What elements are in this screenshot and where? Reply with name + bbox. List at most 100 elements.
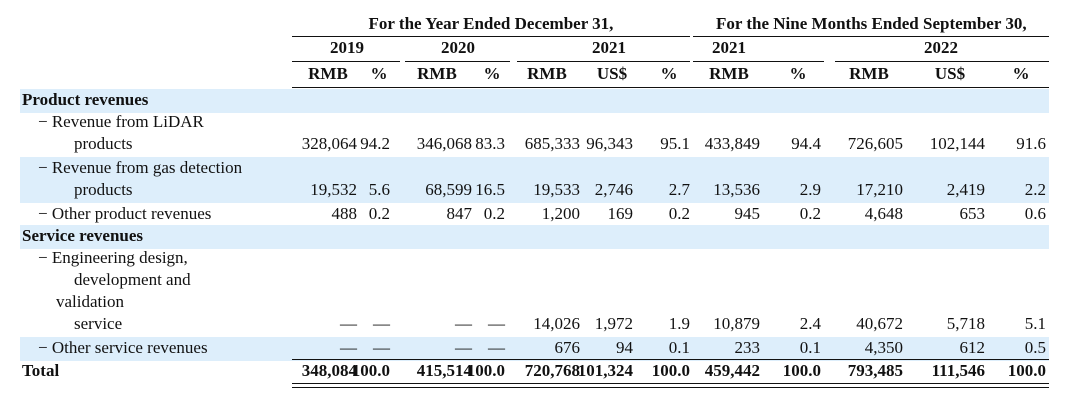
value-cell: 612 — [959, 338, 986, 357]
header-unit: % — [370, 64, 388, 83]
value-cell: 1,200 — [541, 204, 580, 223]
year-rule-2022 — [835, 61, 1049, 62]
total-double-rule — [292, 383, 1049, 388]
value-cell: 233 — [734, 338, 761, 357]
value-cell: 100.0 — [782, 361, 821, 380]
header-year: 2020 — [441, 38, 475, 57]
value-cell: 13,536 — [713, 180, 760, 199]
row-label: products — [74, 180, 133, 199]
header-year: 2021 — [592, 38, 626, 57]
value-cell: 720,768 — [524, 361, 580, 380]
section-heading: Service revenues — [22, 226, 144, 245]
value-cell: — — [455, 338, 472, 357]
row-band — [20, 225, 1049, 249]
value-cell: 0.2 — [668, 204, 690, 223]
value-cell: 100.0 — [466, 361, 505, 380]
value-cell: 14,026 — [533, 314, 580, 333]
value-cell: 169 — [607, 204, 634, 223]
value-cell: 726,605 — [847, 134, 903, 153]
value-cell: 653 — [959, 204, 986, 223]
value-cell: 5.6 — [368, 180, 390, 199]
value-cell: 4,350 — [864, 338, 903, 357]
value-cell: 2,419 — [946, 180, 985, 199]
year-rule-2021 — [517, 61, 690, 62]
value-cell: 91.6 — [1016, 134, 1046, 153]
row-label: development and — [74, 270, 191, 289]
value-cell: 676 — [554, 338, 581, 357]
unit-rule — [292, 87, 1049, 88]
value-cell: 111,546 — [931, 361, 985, 380]
header-year: 2019 — [330, 38, 364, 57]
header-unit: % — [483, 64, 501, 83]
header-rule-nine-months — [693, 36, 1049, 37]
total-top-rule — [292, 359, 1049, 360]
value-cell: 2.7 — [668, 180, 690, 199]
row-label: products — [74, 134, 133, 153]
value-cell: 95.1 — [660, 134, 690, 153]
header-unit: RMB — [527, 64, 567, 83]
value-cell: 0.1 — [799, 338, 821, 357]
row-label: − Revenue from LiDAR — [38, 112, 204, 131]
year-rule-2019 — [292, 61, 400, 62]
header-year: 2022 — [924, 38, 958, 57]
row-label: − Engineering design, — [38, 248, 188, 267]
value-cell: 459,442 — [704, 361, 760, 380]
value-cell: 94.4 — [791, 134, 821, 153]
value-cell: 94 — [616, 338, 633, 357]
header-unit: US$ — [596, 64, 628, 83]
value-cell: 94.2 — [360, 134, 390, 153]
value-cell: 0.6 — [1024, 204, 1046, 223]
value-cell: 19,533 — [533, 180, 580, 199]
header-unit: % — [660, 64, 678, 83]
value-cell: 100.0 — [1007, 361, 1046, 380]
value-cell: 4,648 — [864, 204, 903, 223]
value-cell: 17,210 — [856, 180, 903, 199]
row-label: − Other service revenues — [38, 338, 208, 357]
value-cell: — — [340, 314, 357, 333]
value-cell: 1,972 — [594, 314, 633, 333]
value-cell: 1.9 — [668, 314, 690, 333]
header-unit: RMB — [308, 64, 348, 83]
value-cell: 0.2 — [368, 204, 390, 223]
row-label: validation — [56, 292, 124, 311]
header-year-ended: For the Year Ended December 31, — [368, 14, 614, 33]
value-cell: — — [373, 314, 390, 333]
value-cell: 68,599 — [425, 180, 472, 199]
value-cell: 328,064 — [301, 134, 357, 153]
header-unit: % — [1012, 64, 1030, 83]
value-cell: 100.0 — [651, 361, 690, 380]
header-unit: RMB — [849, 64, 889, 83]
value-cell: 10,879 — [713, 314, 760, 333]
row-label: − Other product revenues — [38, 204, 212, 223]
value-cell: 40,672 — [856, 314, 903, 333]
value-cell: — — [373, 338, 390, 357]
value-cell: 488 — [331, 204, 358, 223]
value-cell: — — [488, 338, 505, 357]
section-heading: Product revenues — [22, 90, 149, 109]
value-cell: — — [455, 314, 472, 333]
row-band — [20, 337, 1049, 361]
row-label: − Revenue from gas detection — [38, 158, 243, 177]
value-cell: 2.9 — [799, 180, 821, 199]
value-cell: — — [488, 314, 505, 333]
year-rule-2021-nine — [693, 61, 824, 62]
value-cell: 945 — [734, 204, 761, 223]
value-cell: 101,324 — [577, 361, 633, 380]
row-band — [20, 157, 1049, 203]
header-unit: US$ — [934, 64, 966, 83]
value-cell: 83.3 — [475, 134, 505, 153]
value-cell: 0.2 — [799, 204, 821, 223]
row-label: service — [74, 314, 123, 333]
value-cell: 346,068 — [416, 134, 472, 153]
header-year: 2021 — [712, 38, 746, 57]
header-unit: % — [789, 64, 807, 83]
value-cell: 102,144 — [929, 134, 985, 153]
value-cell: 5,718 — [946, 314, 985, 333]
value-cell: 0.5 — [1024, 338, 1046, 357]
header-unit: RMB — [709, 64, 749, 83]
value-cell: 100.0 — [351, 361, 390, 380]
value-cell: 2.2 — [1024, 180, 1046, 199]
value-cell: 415,514 — [416, 361, 472, 380]
value-cell: 433,849 — [704, 134, 760, 153]
value-cell: 0.2 — [483, 204, 505, 223]
